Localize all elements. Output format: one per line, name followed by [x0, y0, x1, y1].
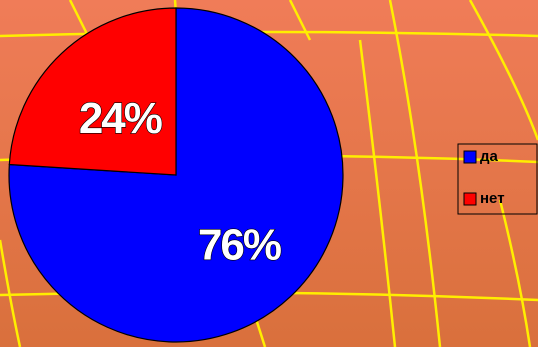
pie-slice — [8, 7, 344, 343]
pie: 76% 24% — [8, 7, 344, 343]
legend-box — [457, 143, 538, 215]
pie-slice — [8, 7, 177, 176]
legend-label: да — [480, 148, 499, 165]
legend: да нет — [463, 148, 505, 207]
legend-label: нет — [480, 190, 505, 207]
legend-swatch — [463, 150, 477, 164]
legend-swatch — [463, 192, 477, 206]
value-label: 24% — [79, 94, 162, 143]
value-label: 76% — [198, 221, 281, 270]
